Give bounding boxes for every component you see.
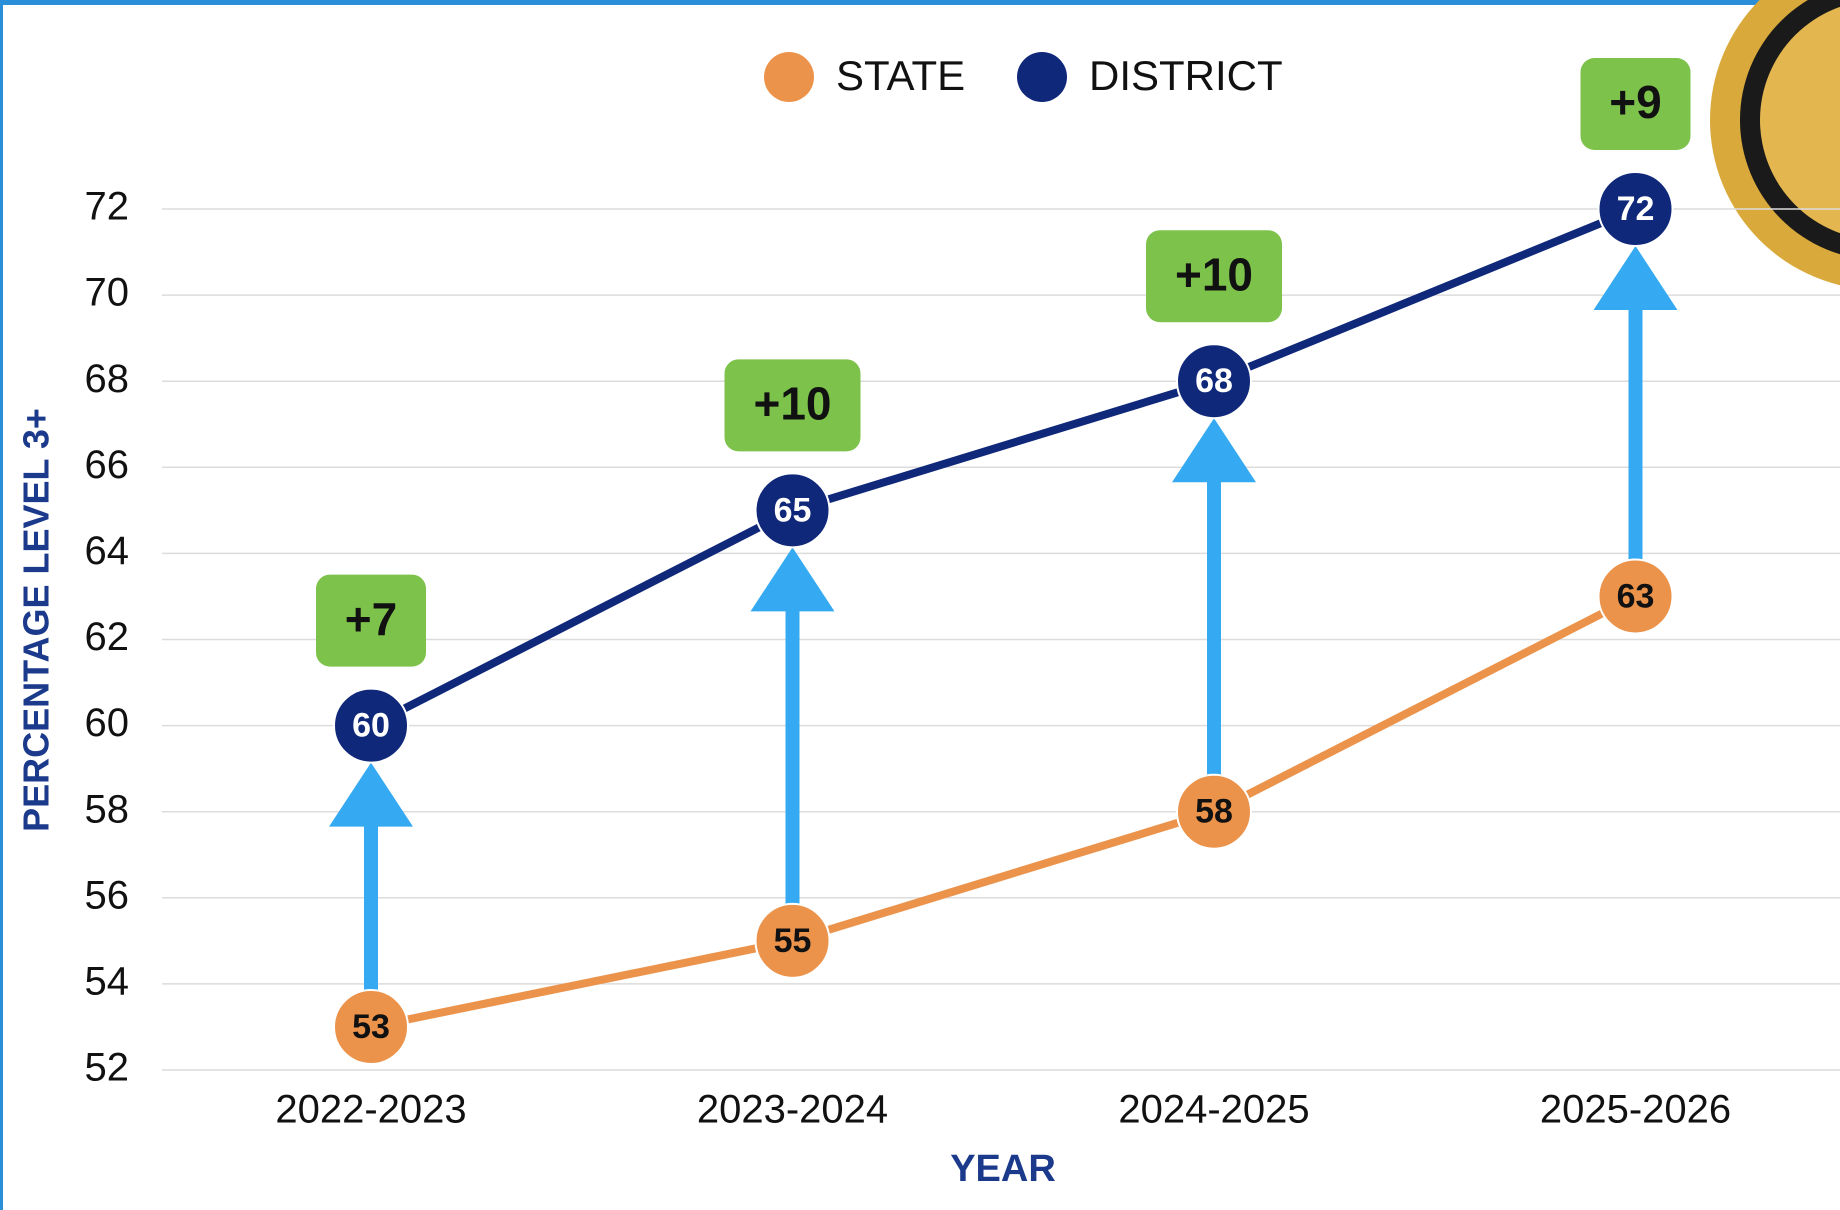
x-tick-label: 2022-2023 <box>275 1088 466 1132</box>
point <box>1597 558 1674 635</box>
y-tick-label: 64 <box>85 529 130 573</box>
gain-label: +10 <box>753 378 831 430</box>
gain-badge <box>1146 230 1282 323</box>
point <box>754 902 831 979</box>
y-tick-label: 72 <box>85 185 130 229</box>
gain-label: +7 <box>345 593 397 645</box>
legend-marker <box>1017 52 1067 102</box>
arrow-head <box>1172 418 1256 483</box>
y-tick-label: 70 <box>85 271 130 315</box>
gain-arrow <box>1172 418 1256 775</box>
y-tick-label: 58 <box>85 787 130 831</box>
arrow-head <box>329 762 413 827</box>
y-tick-label: 66 <box>85 443 130 487</box>
arrow-head <box>1593 246 1678 310</box>
gain-arrow <box>750 547 835 904</box>
point-label: 63 <box>1617 577 1655 615</box>
arrow-head <box>750 547 835 612</box>
left-border <box>0 0 3 1210</box>
seal <box>1710 0 1840 286</box>
gain-badge <box>1580 58 1691 150</box>
point-label: 55 <box>774 922 812 960</box>
y-tick-label: 54 <box>85 959 130 1003</box>
point-label: 68 <box>1195 362 1233 400</box>
point <box>1597 171 1674 247</box>
y-axis-title: PERCENTAGE LEVEL 3+ <box>16 408 57 832</box>
x-axis-title: YEAR <box>950 1148 1056 1190</box>
point <box>1176 343 1252 420</box>
legend-marker <box>764 52 814 102</box>
series-line <box>369 205 1638 730</box>
top-border <box>0 0 1840 5</box>
gain-arrow <box>329 762 413 990</box>
point-label: 65 <box>774 491 812 529</box>
y-tick-label: 56 <box>85 873 130 917</box>
point-label: 72 <box>1617 190 1655 228</box>
point <box>1176 773 1252 850</box>
x-tick-label: 2025-2026 <box>1540 1088 1731 1132</box>
gain-label: +10 <box>1175 248 1253 300</box>
series-line <box>370 592 1638 1031</box>
legend-label: STATE <box>836 52 965 99</box>
gain-badge <box>724 359 861 452</box>
point <box>754 472 831 549</box>
grid <box>162 208 1840 1071</box>
y-tick-label: 60 <box>85 701 130 745</box>
point <box>333 687 409 764</box>
x-tick-label: 2024-2025 <box>1118 1088 1309 1132</box>
point-label: 53 <box>352 1008 390 1046</box>
y-tick-label: 62 <box>85 615 130 659</box>
point-label: 58 <box>1195 793 1233 831</box>
point <box>333 988 409 1065</box>
legend-label: DISTRICT <box>1089 52 1283 99</box>
y-tick-label: 52 <box>85 1046 130 1090</box>
gain-arrow <box>1593 246 1678 560</box>
gain-label: +9 <box>1609 76 1661 128</box>
point-label: 60 <box>352 707 390 745</box>
gain-badge <box>316 574 426 667</box>
x-tick-label: 2023-2024 <box>697 1088 888 1132</box>
y-tick-label: 68 <box>85 357 130 401</box>
